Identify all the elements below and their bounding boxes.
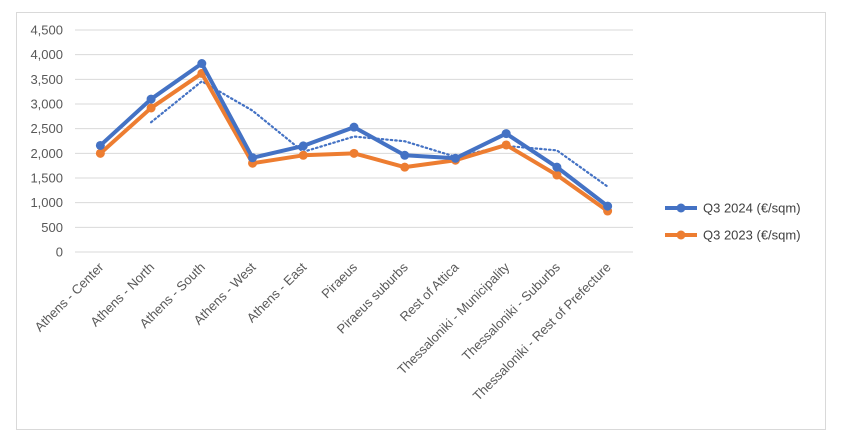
y-tick-label: 3,000: [30, 97, 63, 112]
y-tick-label: 4,000: [30, 47, 63, 62]
legend-entry: Q3 2023 (€/sqm): [665, 228, 801, 243]
y-tick-label: 500: [41, 220, 63, 235]
legend-swatch-marker: [676, 230, 686, 240]
data-point: [95, 148, 105, 158]
data-point: [400, 150, 410, 160]
data-point: [349, 122, 359, 132]
legend-swatch-marker: [676, 203, 686, 213]
series-line: [99, 61, 609, 208]
legend-label: Q3 2023 (€/sqm): [703, 228, 801, 243]
data-point: [95, 140, 105, 150]
data-point: [146, 103, 156, 113]
y-tick-label: 1,500: [30, 171, 63, 186]
y-tick-label: 2,000: [30, 146, 63, 161]
series-q3-2023: [95, 68, 613, 216]
data-point: [146, 94, 156, 104]
y-tick-label: 1,000: [30, 195, 63, 210]
chart-frame: 0 500 1,000 1,500 2,000 2,500 3,000 3,500 4,000 4…: [16, 12, 826, 430]
y-axis-ticks: 0 500 1,000 1,500 2,000 2,500 3,000 3,500 4,000 4…: [30, 23, 63, 260]
x-tick-label: Thessaloniki - Suburbs: [459, 259, 563, 363]
legend: Q3 2024 (€/sqm) Q3 2023 (€/sqm): [665, 201, 801, 243]
y-tick-label: 3,500: [30, 72, 63, 87]
data-point: [400, 162, 410, 172]
data-point: [552, 170, 562, 180]
data-point: [298, 141, 308, 151]
series-lines: [95, 59, 613, 216]
data-point: [450, 153, 460, 163]
y-tick-label: 0: [56, 245, 63, 260]
data-point: [197, 59, 207, 69]
x-tick-label: Piraeus: [318, 259, 360, 301]
data-point: [349, 148, 359, 158]
data-point: [501, 140, 511, 150]
data-point: [248, 153, 258, 163]
legend-label: Q3 2024 (€/sqm): [703, 201, 801, 216]
legend-entry: Q3 2024 (€/sqm): [665, 201, 801, 216]
line-chart: 0 500 1,000 1,500 2,000 2,500 3,000 3,500 4,000 4…: [30, 23, 801, 404]
data-point: [501, 129, 511, 139]
data-point: [552, 162, 562, 172]
y-tick-label: 4,500: [30, 23, 63, 38]
y-tick-label: 2,500: [30, 121, 63, 136]
data-point: [298, 150, 308, 160]
data-point: [603, 201, 613, 211]
series-q3-2024: [95, 59, 613, 211]
gridlines: [75, 29, 633, 253]
series-line: [99, 71, 609, 213]
